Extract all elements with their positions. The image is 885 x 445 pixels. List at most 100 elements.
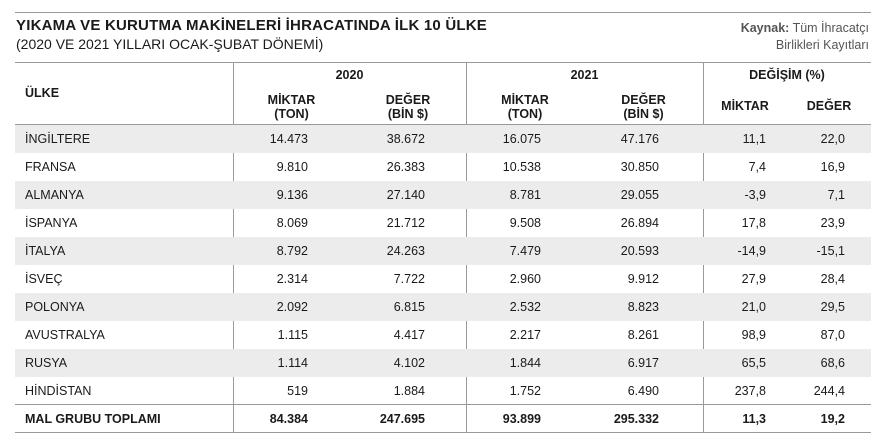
cell-qty-change: 7,4 (748, 160, 766, 174)
page-title: YIKAMA VE KURUTMA MAKİNELERİ İHRACATINDA… (16, 17, 487, 34)
cell-country: ALMANYA (25, 188, 84, 202)
cell-qty-2021: 9.508 (509, 216, 541, 230)
cell-qty-2021: 1.752 (509, 384, 541, 398)
cell-qty-2020: 8.069 (276, 216, 308, 230)
header-top-rule (15, 62, 871, 63)
cell-value-2021: 6.490 (627, 384, 659, 398)
cell-value-change: 22,0 (820, 132, 845, 146)
subheader-2021-value: DEĞER (BİN $) (621, 93, 666, 121)
total-top-rule (15, 404, 871, 405)
source-line-2: Birlikleri Kayıtları (775, 38, 869, 52)
table-row: İSPANYA 8.069 21.712 9.508 26.894 17,8 23,9 (15, 209, 871, 237)
cell-qty-change: 27,9 (741, 272, 766, 286)
subheader-2020-quantity: MİKTAR (TON) (267, 93, 316, 121)
cell-qty-change: -3,9 (744, 188, 766, 202)
cell-country: İSVEÇ (25, 272, 63, 286)
cell-country: RUSYA (25, 356, 68, 370)
table-bottom-rule (15, 432, 871, 433)
cell-country: FRANSA (25, 160, 76, 174)
cell-qty-2020: 9.810 (276, 160, 308, 174)
cell-qty-2021: 1.844 (509, 356, 541, 370)
cell-value-2021: 8.261 (627, 328, 659, 342)
cell-country: İTALYA (25, 244, 66, 258)
table-row: RUSYA 1.114 4.102 1.844 6.917 65,5 68,6 (15, 349, 871, 377)
source-line-1: Tüm İhracatçı (792, 21, 869, 35)
country-header: ÜLKE (25, 86, 60, 100)
cell-value-2021: 47.176 (620, 132, 659, 146)
cell-qty-2020: 9.136 (276, 188, 308, 202)
table-row: İSVEÇ 2.314 7.722 2.960 9.912 27,9 28,4 (15, 265, 871, 293)
group-header-2020: 2020 (335, 68, 364, 82)
subheader-2021-quantity: MİKTAR (TON) (501, 93, 549, 121)
cell-country: MAL GRUBU TOPLAMI (25, 412, 161, 426)
cell-value-2020: 247.695 (379, 412, 425, 426)
cell-qty-2021: 2.532 (509, 300, 541, 314)
table-row: AVUSTRALYA 1.115 4.417 2.217 8.261 98,9 87,0 (15, 321, 871, 349)
cell-value-2020: 27.140 (386, 188, 425, 202)
cell-value-2021: 6.917 (627, 356, 659, 370)
total-row: MAL GRUBU TOPLAMI 84.384 247.695 93.899 295.… (15, 405, 871, 433)
header-bottom-rule (15, 124, 871, 125)
cell-value-2021: 20.593 (620, 244, 659, 258)
subheader-change-quantity: MİKTAR (721, 99, 769, 113)
cell-value-2020: 21.712 (386, 216, 425, 230)
cell-value-2020: 7.722 (393, 272, 425, 286)
cell-qty-change: 11,3 (742, 412, 766, 426)
table-row: POLONYA 2.092 6.815 2.532 8.823 21,0 29,5 (15, 293, 871, 321)
table-row: İTALYA 8.792 24.263 7.479 20.593 -14,9 -15,1 (15, 237, 871, 265)
cell-value-change: 28,4 (820, 272, 845, 286)
cell-qty-change: -14,9 (737, 244, 767, 258)
page-subtitle: (2020 VE 2021 YILLARI OCAK-ŞUBAT DÖNEMİ) (16, 36, 324, 52)
cell-value-change: 244,4 (813, 384, 845, 398)
cell-qty-change: 65,5 (741, 356, 766, 370)
source-note: Kaynak: Tüm İhracatçı Birlikleri Kayıtla… (741, 20, 869, 54)
cell-value-2020: 1.884 (393, 384, 425, 398)
cell-qty-2021: 2.960 (509, 272, 541, 286)
cell-value-2021: 9.912 (627, 272, 659, 286)
cell-qty-2020: 1.115 (277, 328, 308, 342)
table-row: FRANSA 9.810 26.383 10.538 30.850 7,4 16,9 (15, 153, 871, 181)
cell-qty-change: 237,8 (734, 384, 766, 398)
cell-country: POLONYA (25, 300, 85, 314)
cell-qty-2021: 10.538 (502, 160, 541, 174)
cell-qty-2021: 8.781 (509, 188, 541, 202)
cell-value-2021: 26.894 (620, 216, 659, 230)
cell-value-change: 23,9 (820, 216, 845, 230)
cell-qty-2020: 1.114 (277, 356, 308, 370)
cell-qty-2021: 16.075 (502, 132, 541, 146)
cell-country: İNGİLTERE (25, 132, 91, 146)
subheader-2020-value: DEĞER (BİN $) (385, 93, 431, 121)
cell-value-2021: 30.850 (620, 160, 659, 174)
cell-value-change: 87,0 (820, 328, 845, 342)
cell-value-2020: 38.672 (386, 132, 425, 146)
cell-qty-2021: 93.899 (502, 412, 541, 426)
cell-country: HİNDİSTAN (25, 384, 92, 398)
cell-qty-2020: 2.314 (276, 272, 308, 286)
cell-value-2021: 29.055 (620, 188, 659, 202)
cell-value-2020: 4.102 (393, 356, 425, 370)
subheader-change-value: DEĞER (806, 99, 852, 113)
cell-country: AVUSTRALYA (25, 328, 105, 342)
cell-value-change: 68,6 (820, 356, 845, 370)
table-row: İNGİLTERE 14.473 38.672 16.075 47.176 11,1 22,… (15, 125, 871, 153)
cell-qty-change: 98,9 (741, 328, 766, 342)
cell-value-change: -15,1 (816, 244, 846, 258)
cell-country: İSPANYA (25, 216, 78, 230)
cell-qty-2020: 2.092 (276, 300, 308, 314)
table-row: HİNDİSTAN 519 1.884 1.752 6.490 237,8 244,4 (15, 377, 871, 405)
cell-value-change: 19,2 (820, 412, 845, 426)
cell-value-2021: 8.823 (627, 300, 659, 314)
cell-value-change: 7,1 (827, 188, 845, 202)
cell-value-2021: 295.332 (613, 412, 659, 426)
cell-qty-2021: 7.479 (509, 244, 541, 258)
cell-qty-change: 17,8 (741, 216, 766, 230)
cell-qty-2020: 519 (287, 384, 308, 398)
cell-value-change: 16,9 (820, 160, 845, 174)
cell-value-change: 29,5 (820, 300, 845, 314)
cell-value-2020: 6.815 (393, 300, 425, 314)
top-rule (15, 12, 871, 13)
source-label: Kaynak: (740, 21, 790, 35)
table-row: ALMANYA 9.136 27.140 8.781 29.055 -3,9 7,1 (15, 181, 871, 209)
cell-value-2020: 24.263 (386, 244, 425, 258)
cell-value-2020: 4.417 (393, 328, 425, 342)
